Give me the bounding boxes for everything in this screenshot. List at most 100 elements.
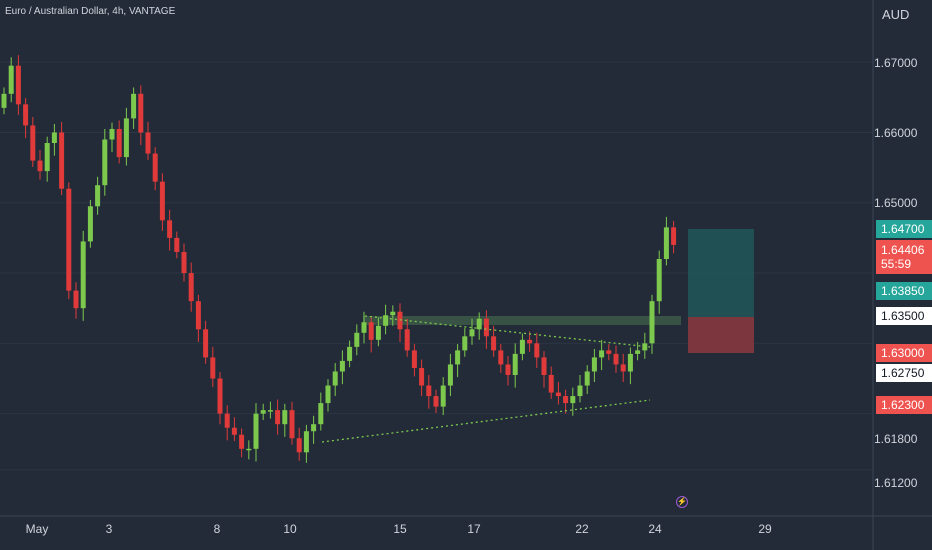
current-price-value: 1.64406 bbox=[881, 243, 925, 257]
candle-body bbox=[476, 318, 482, 330]
currency-label: AUD bbox=[882, 7, 910, 22]
candle-body bbox=[426, 385, 432, 397]
chart-title: Euro / Australian Dollar, 4h, VANTAGE bbox=[5, 6, 176, 17]
candle-body bbox=[354, 332, 360, 347]
candle-body bbox=[267, 410, 273, 412]
candle-body bbox=[447, 364, 453, 386]
candle-body bbox=[584, 371, 590, 386]
candle-body bbox=[339, 360, 345, 372]
candle-body bbox=[123, 118, 129, 158]
candle-body bbox=[152, 153, 158, 182]
candle-body bbox=[419, 367, 425, 386]
date-label: 17 bbox=[467, 522, 481, 536]
candle-body bbox=[483, 318, 489, 337]
candle-body bbox=[30, 125, 36, 161]
candle-body bbox=[361, 322, 367, 333]
candle-body bbox=[181, 251, 187, 274]
date-label: 22 bbox=[575, 522, 589, 536]
candle-body bbox=[296, 438, 302, 453]
candle-body bbox=[253, 413, 259, 449]
candle-body bbox=[159, 181, 165, 221]
candle-body bbox=[599, 350, 605, 358]
candle-body bbox=[195, 301, 201, 330]
level-price-tag: 1.63850 bbox=[876, 282, 932, 300]
candle-body bbox=[260, 410, 266, 414]
candle-body bbox=[548, 374, 554, 393]
candle-body bbox=[1, 93, 7, 108]
target-price-tag: 1.64700 bbox=[876, 220, 932, 238]
lightning-icon[interactable]: ⚡ bbox=[676, 496, 688, 508]
candle-body bbox=[498, 350, 504, 365]
price-label: 1.66000 bbox=[874, 126, 918, 140]
stop-zone bbox=[688, 317, 754, 353]
candle-body bbox=[383, 315, 389, 326]
candle-body bbox=[51, 132, 57, 144]
candle-body bbox=[332, 371, 338, 386]
candle-body bbox=[404, 329, 410, 351]
candle-body bbox=[606, 350, 612, 354]
candle-body bbox=[188, 273, 194, 302]
candle-body bbox=[505, 364, 511, 375]
candle-body bbox=[491, 336, 497, 351]
candle-body bbox=[469, 329, 475, 337]
candle-body bbox=[239, 434, 245, 449]
candles-group bbox=[1, 55, 677, 463]
candle-body bbox=[246, 448, 252, 451]
candle-body bbox=[66, 188, 72, 291]
price-label: 1.67000 bbox=[874, 56, 918, 70]
candle-body bbox=[8, 65, 14, 94]
candle-body bbox=[87, 206, 93, 242]
candle-body bbox=[303, 431, 309, 453]
date-label: 24 bbox=[648, 522, 662, 536]
date-label: 10 bbox=[283, 522, 297, 536]
candle-body bbox=[512, 353, 518, 375]
candle-body bbox=[591, 357, 597, 372]
candle-body bbox=[563, 396, 569, 404]
candle-body bbox=[311, 424, 317, 432]
candle-body bbox=[440, 385, 446, 407]
candle-body bbox=[44, 143, 50, 172]
candle-body bbox=[116, 128, 122, 158]
candle-body bbox=[37, 160, 43, 172]
candle-body bbox=[102, 139, 108, 186]
candle-body bbox=[23, 104, 29, 126]
candle-body bbox=[275, 410, 281, 425]
price-label: 1.65000 bbox=[874, 196, 918, 210]
date-label: 8 bbox=[213, 522, 221, 536]
candle-body bbox=[527, 339, 533, 344]
candle-countdown: 55:59 bbox=[881, 257, 912, 271]
candle-body bbox=[109, 128, 115, 140]
candle-body bbox=[217, 378, 223, 414]
candle-body bbox=[577, 385, 583, 397]
candle-body bbox=[368, 322, 374, 340]
level-price-tag: 1.62750 bbox=[876, 364, 932, 382]
price-label: 1.61800 bbox=[874, 432, 918, 446]
stop-price-tag: 1.63000 bbox=[876, 344, 932, 362]
candle-body bbox=[462, 336, 468, 351]
candle-body bbox=[138, 93, 144, 133]
candle-body bbox=[231, 427, 237, 435]
candle-body bbox=[282, 410, 288, 425]
candle-body bbox=[15, 65, 21, 105]
candle-body bbox=[145, 132, 151, 154]
date-label: 29 bbox=[758, 522, 772, 536]
candle-body bbox=[433, 396, 439, 407]
candle-body bbox=[656, 259, 662, 302]
candle-body bbox=[541, 357, 547, 375]
candle-body bbox=[174, 237, 180, 252]
target-zone bbox=[688, 229, 754, 317]
candle-body bbox=[289, 410, 295, 439]
candle-body bbox=[167, 220, 173, 238]
candle-body bbox=[663, 227, 669, 259]
candle-body bbox=[131, 93, 137, 119]
candle-body bbox=[80, 241, 86, 309]
candle-body bbox=[613, 353, 619, 365]
candle-body bbox=[519, 339, 525, 354]
candle-body bbox=[347, 346, 353, 361]
candle-body bbox=[390, 311, 396, 316]
candle-body bbox=[224, 413, 230, 428]
candle-body bbox=[570, 396, 576, 404]
date-label: May bbox=[25, 522, 49, 536]
date-label: 3 bbox=[105, 522, 113, 536]
